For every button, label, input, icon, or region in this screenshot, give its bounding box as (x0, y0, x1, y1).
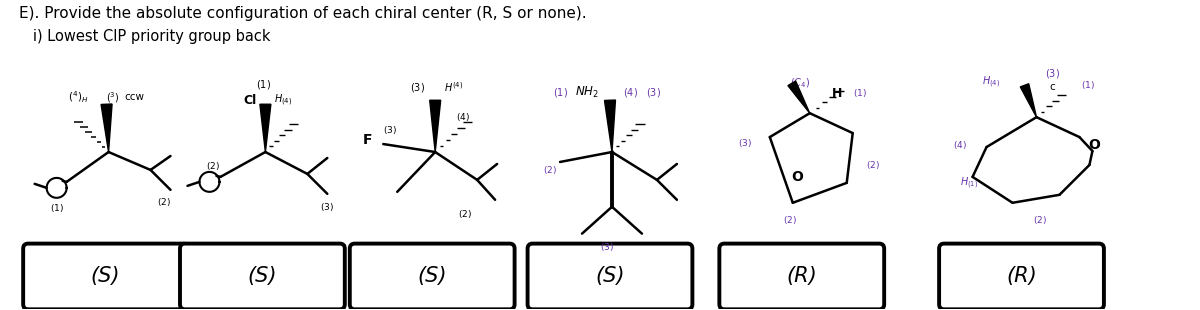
FancyBboxPatch shape (528, 244, 692, 309)
Text: i) Lowest CIP priority group back: i) Lowest CIP priority group back (19, 29, 270, 44)
Text: $(3)$: $(3)$ (1045, 67, 1060, 80)
Text: (S): (S) (247, 267, 277, 286)
FancyBboxPatch shape (940, 244, 1104, 309)
Text: $H^{(4)}$: $H^{(4)}$ (444, 80, 463, 94)
Text: $(1)$: $(1)$ (552, 86, 568, 99)
Text: $(3)$: $(3)$ (383, 124, 397, 136)
Text: $(^4)_H$: $(^4)_H$ (68, 90, 89, 105)
Text: $(4)$: $(4)$ (623, 86, 637, 99)
Text: H: H (832, 87, 842, 100)
Text: $H_{(1)}$: $H_{(1)}$ (960, 175, 979, 191)
Polygon shape (260, 104, 271, 152)
Text: $(2)$: $(2)$ (782, 214, 797, 226)
Text: $(4)$: $(4)$ (456, 111, 470, 123)
Text: $H_{(4)}$: $H_{(4)}$ (274, 93, 293, 108)
Text: $(1)$: $(1)$ (853, 87, 866, 99)
Text: $(1)$: $(1)$ (256, 78, 271, 91)
Text: $(3)$: $(3)$ (320, 201, 335, 213)
Text: $(2)$: $(2)$ (206, 160, 221, 172)
Text: O: O (1088, 138, 1100, 152)
Text: $(3)$: $(3)$ (409, 81, 425, 94)
Polygon shape (605, 100, 616, 152)
Text: $(C_4)$: $(C_4)$ (790, 77, 810, 90)
Text: O: O (791, 170, 803, 184)
Text: $(2)$: $(2)$ (544, 164, 557, 176)
Text: $NH_2$: $NH_2$ (575, 85, 599, 100)
Text: $(3)$: $(3)$ (738, 137, 752, 149)
Text: $(2)$: $(2)$ (156, 196, 170, 208)
Text: (R): (R) (1006, 267, 1037, 286)
Text: ccw: ccw (125, 92, 144, 102)
FancyBboxPatch shape (349, 244, 515, 309)
Text: $(2)$: $(2)$ (458, 208, 472, 220)
FancyBboxPatch shape (180, 244, 344, 309)
Text: $(2)$: $(2)$ (865, 159, 880, 171)
Text: F: F (362, 133, 372, 147)
Text: $(3)$: $(3)$ (600, 241, 614, 253)
Text: $(3)$: $(3)$ (647, 86, 661, 99)
Text: $(1)$: $(1)$ (1081, 79, 1096, 91)
Text: $(^3)$: $(^3)$ (106, 90, 119, 105)
Text: E). Provide the absolute configuration of each chiral center (R, S or none).: E). Provide the absolute configuration o… (19, 6, 587, 21)
FancyBboxPatch shape (719, 244, 884, 309)
Polygon shape (1020, 84, 1037, 117)
Text: $(2)$: $(2)$ (1032, 214, 1046, 226)
Text: (S): (S) (418, 267, 446, 286)
Text: (S): (S) (595, 267, 625, 286)
Text: $H_{(4)}$: $H_{(4)}$ (983, 75, 1001, 90)
Polygon shape (101, 104, 112, 152)
Text: (R): (R) (786, 267, 817, 286)
Text: c: c (1050, 82, 1055, 92)
Polygon shape (430, 100, 440, 152)
Text: Cl: Cl (244, 94, 257, 107)
Polygon shape (788, 81, 810, 113)
Text: $(1)$: $(1)$ (49, 202, 64, 214)
Text: (S): (S) (91, 267, 120, 286)
FancyBboxPatch shape (23, 244, 188, 309)
Text: $(4)$: $(4)$ (953, 139, 966, 151)
